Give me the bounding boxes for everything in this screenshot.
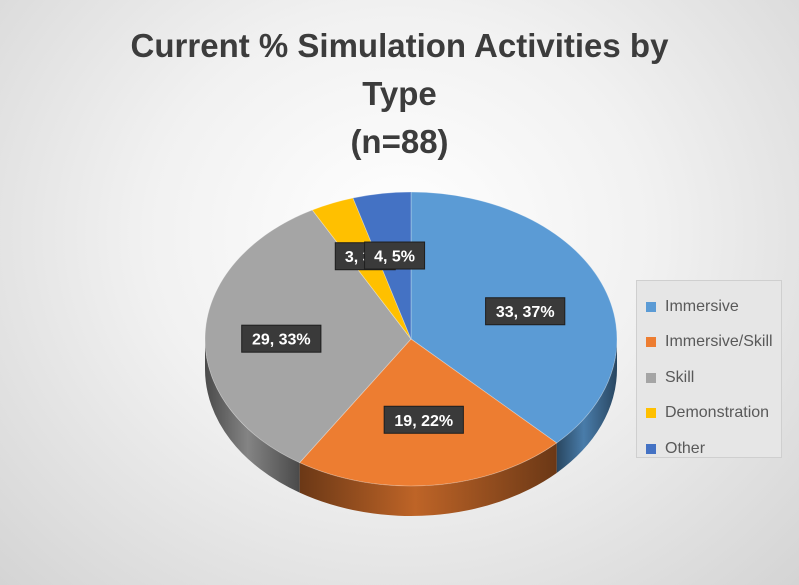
chart-title: Current % Simulation Activities by Type … (0, 22, 799, 166)
legend-item-other: Other (637, 431, 781, 467)
data-label-box-skill (241, 324, 322, 353)
chart-title-line-3: (n=88) (350, 123, 449, 160)
legend-swatch-skill (646, 372, 656, 383)
legend-label-skill: Skill (665, 368, 695, 386)
chart-title-line-2: Type (362, 75, 437, 112)
data-label-box-immersive-skill (383, 405, 464, 434)
legend-item-skill: Skill (637, 360, 781, 396)
legend-swatch-immersive-skill (646, 337, 656, 348)
data-label-text-other: 4, 5% (374, 249, 415, 266)
legend-label-demonstration: Demonstration (665, 404, 770, 422)
pie-side-immersive (556, 339, 617, 473)
data-label-immersive: 33, 37% (485, 297, 566, 326)
legend: Immersive Immersive/Skill Skill Demonstr… (636, 280, 782, 458)
legend-swatch-demonstration (646, 408, 656, 419)
data-label-text-immersive: 33, 37% (496, 304, 555, 321)
legend-item-demonstration: Demonstration (637, 396, 781, 432)
pie-side-skill (205, 339, 300, 493)
data-label-skill: 29, 33% (241, 324, 322, 353)
data-label-box-other (364, 241, 426, 270)
pie-sides (205, 339, 617, 516)
data-label-immersive-skill: 19, 22% (383, 405, 464, 434)
data-labels: 33, 37%19, 22%29, 33%3, 3%4, 5% (241, 241, 566, 434)
data-label-other: 4, 5% (364, 241, 426, 270)
chart-title-line-1: Current % Simulation Activities by (130, 27, 669, 64)
legend-label-immersive: Immersive (665, 297, 739, 315)
data-label-text-skill: 29, 33% (252, 332, 311, 349)
legend-label-immersive-skill: Immersive/Skill (665, 333, 773, 351)
legend-label-other: Other (665, 439, 706, 457)
data-label-text-immersive-skill: 19, 22% (394, 413, 453, 430)
legend-item-immersive: Immersive (637, 289, 781, 325)
legend-item-immersive-skill: Immersive/Skill (637, 325, 781, 361)
data-label-box-immersive (485, 297, 566, 326)
legend-swatch-immersive (646, 301, 656, 312)
legend-swatch-other (646, 443, 656, 454)
pie-side-immersive-skill (299, 442, 557, 516)
